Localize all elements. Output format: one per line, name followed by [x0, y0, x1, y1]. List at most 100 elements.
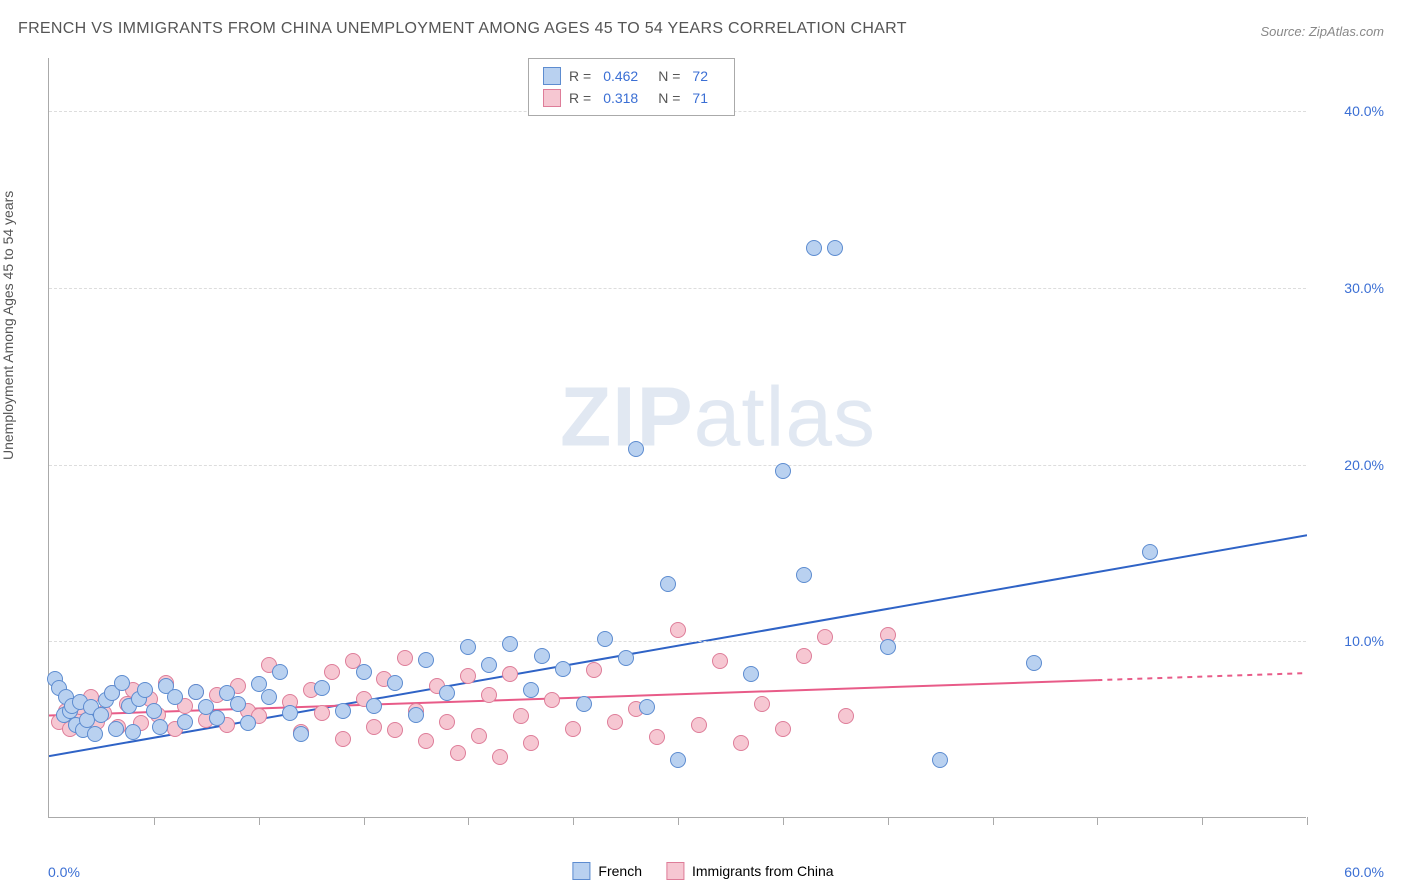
data-point-french — [597, 631, 613, 647]
data-point-french — [209, 710, 225, 726]
data-point-french — [502, 636, 518, 652]
r-label: R = — [569, 90, 591, 106]
data-point-china — [607, 714, 623, 730]
x-tick — [678, 817, 679, 825]
data-point-china — [450, 745, 466, 761]
data-point-french — [387, 675, 403, 691]
swatch-french — [572, 862, 590, 880]
x-tick — [783, 817, 784, 825]
data-point-china — [733, 735, 749, 751]
data-point-china — [471, 728, 487, 744]
data-point-china — [418, 733, 434, 749]
source-attribution: Source: ZipAtlas.com — [1260, 24, 1384, 39]
data-point-french — [356, 664, 372, 680]
data-point-french — [880, 639, 896, 655]
x-tick — [154, 817, 155, 825]
x-tick — [993, 817, 994, 825]
legend-item-china: Immigrants from China — [666, 862, 834, 880]
r-value-china: 0.318 — [603, 90, 638, 106]
x-axis-min-label: 0.0% — [48, 864, 80, 880]
n-value-french: 72 — [692, 68, 708, 84]
data-point-french — [114, 675, 130, 691]
y-tick-label: 20.0% — [1344, 457, 1384, 473]
data-point-china — [523, 735, 539, 751]
data-point-french — [660, 576, 676, 592]
data-point-french — [932, 752, 948, 768]
data-point-french — [335, 703, 351, 719]
data-point-french — [366, 698, 382, 714]
legend-item-french: French — [572, 862, 642, 880]
data-point-china — [586, 662, 602, 678]
data-point-french — [293, 726, 309, 742]
data-point-french — [576, 696, 592, 712]
x-axis-max-label: 60.0% — [1344, 864, 1384, 880]
plot-region: 10.0%20.0%30.0%40.0% — [48, 58, 1306, 818]
data-point-french — [618, 650, 634, 666]
data-point-china — [754, 696, 770, 712]
swatch-china — [543, 89, 561, 107]
data-point-french — [481, 657, 497, 673]
data-point-french — [555, 661, 571, 677]
data-point-french — [534, 648, 550, 664]
data-point-french — [796, 567, 812, 583]
x-tick — [468, 817, 469, 825]
x-tick — [1097, 817, 1098, 825]
data-point-french — [146, 703, 162, 719]
data-point-china — [387, 722, 403, 738]
data-point-french — [408, 707, 424, 723]
chart-area: ZIPatlas 10.0%20.0%30.0%40.0% R = 0.462 … — [48, 58, 1388, 838]
data-point-french — [240, 715, 256, 731]
legend-row-french: R = 0.462 N = 72 — [543, 65, 720, 87]
chart-title: FRENCH VS IMMIGRANTS FROM CHINA UNEMPLOY… — [18, 20, 907, 38]
swatch-china — [666, 862, 684, 880]
x-tick — [364, 817, 365, 825]
data-point-french — [628, 441, 644, 457]
data-point-china — [335, 731, 351, 747]
data-point-french — [188, 684, 204, 700]
x-tick — [573, 817, 574, 825]
trend-line — [49, 535, 1307, 756]
y-tick-label: 40.0% — [1344, 103, 1384, 119]
data-point-french — [827, 240, 843, 256]
data-point-china — [366, 719, 382, 735]
data-point-china — [649, 729, 665, 745]
correlation-legend: R = 0.462 N = 72 R = 0.318 N = 71 — [528, 58, 735, 116]
data-point-french — [125, 724, 141, 740]
data-point-french — [108, 721, 124, 737]
data-point-china — [838, 708, 854, 724]
data-point-french — [418, 652, 434, 668]
data-point-china — [397, 650, 413, 666]
data-point-china — [775, 721, 791, 737]
data-point-french — [670, 752, 686, 768]
data-point-french — [261, 689, 277, 705]
data-point-china — [670, 622, 686, 638]
y-tick-label: 10.0% — [1344, 633, 1384, 649]
series-label-french: French — [598, 863, 642, 879]
data-point-french — [775, 463, 791, 479]
legend-row-china: R = 0.318 N = 71 — [543, 87, 720, 109]
data-point-french — [177, 714, 193, 730]
data-point-china — [565, 721, 581, 737]
data-point-china — [324, 664, 340, 680]
x-tick — [888, 817, 889, 825]
data-point-china — [691, 717, 707, 733]
data-point-french — [1026, 655, 1042, 671]
n-label: N = — [658, 90, 680, 106]
data-point-french — [93, 707, 109, 723]
gridline — [49, 641, 1306, 642]
data-point-french — [460, 639, 476, 655]
data-point-china — [513, 708, 529, 724]
data-point-french — [639, 699, 655, 715]
x-tick — [1202, 817, 1203, 825]
data-point-china — [439, 714, 455, 730]
data-point-china — [817, 629, 833, 645]
gridline — [49, 288, 1306, 289]
data-point-french — [167, 689, 183, 705]
data-point-china — [314, 705, 330, 721]
data-point-french — [87, 726, 103, 742]
data-point-china — [492, 749, 508, 765]
y-tick-label: 30.0% — [1344, 280, 1384, 296]
swatch-french — [543, 67, 561, 85]
r-value-french: 0.462 — [603, 68, 638, 84]
data-point-french — [806, 240, 822, 256]
